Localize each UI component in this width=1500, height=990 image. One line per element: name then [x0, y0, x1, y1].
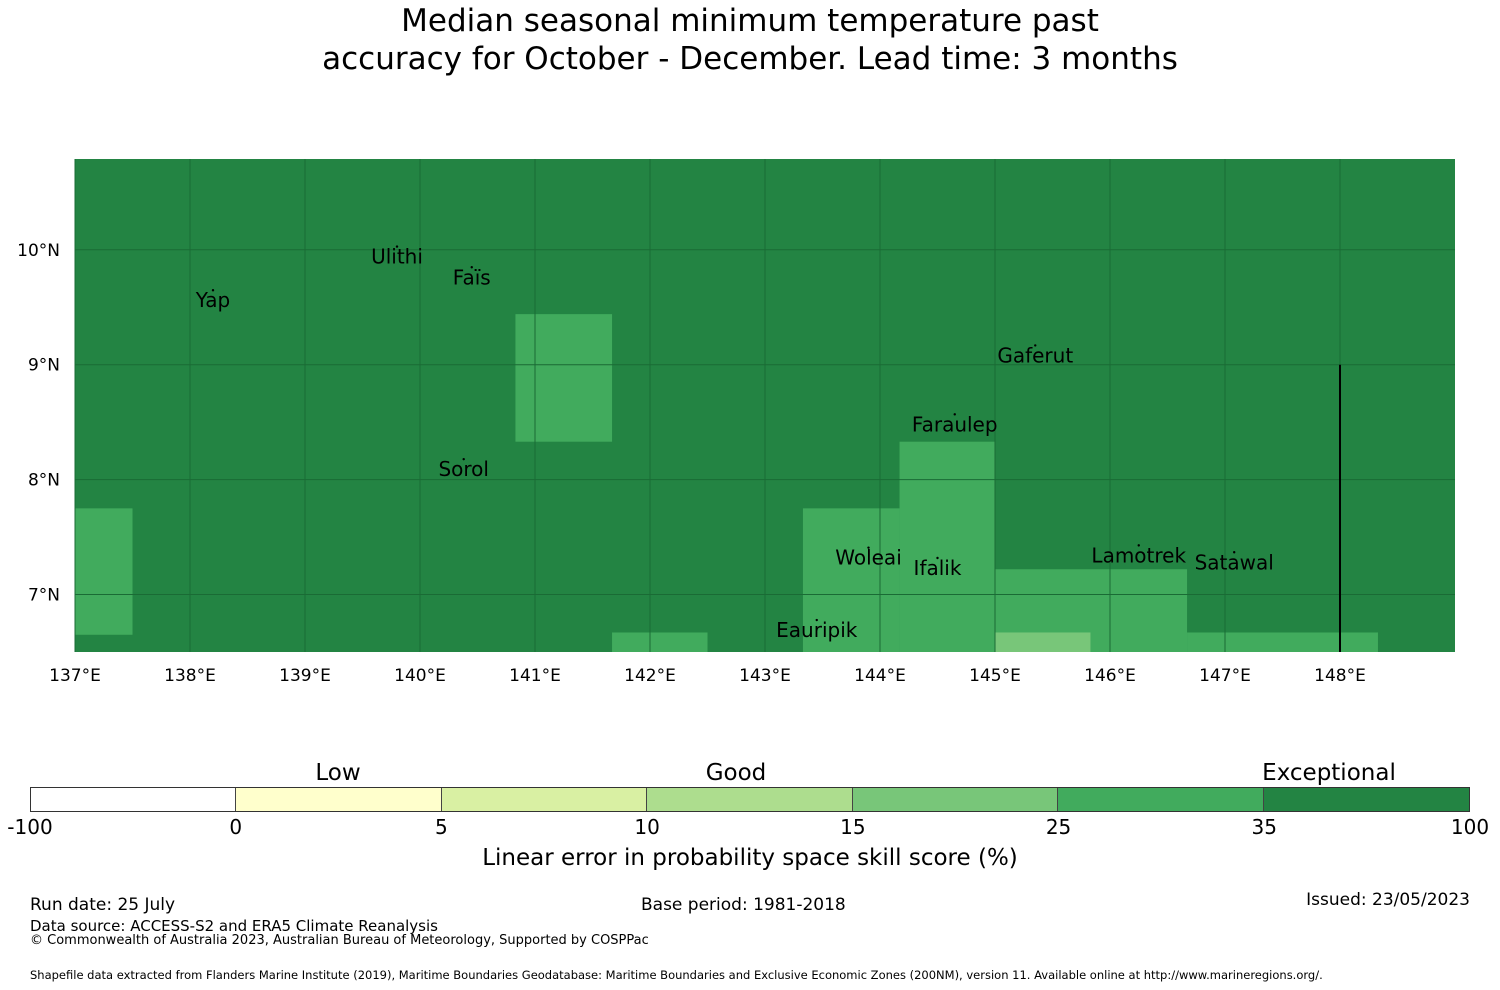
latitude-label: 10°N [17, 241, 60, 261]
island-label: Faraulep [912, 412, 998, 436]
longitude-labels: 137°E 138°E 139°E 140°E 141°E 142°E 143°E 144°E… [49, 666, 1366, 686]
longitude-label: 142°E [624, 666, 676, 686]
island-label: Sorol [438, 457, 489, 481]
legend-swatch [647, 788, 853, 811]
legend-swatch [236, 788, 442, 811]
island-dot [1233, 551, 1236, 554]
map-title-line2: accuracy for October - December. Lead ti… [322, 41, 1178, 77]
island-dot [867, 546, 870, 549]
skill-cell [612, 632, 708, 652]
skill-cell [995, 632, 1091, 652]
latitude-label: 8°N [28, 471, 60, 491]
legend-category-low: Low [315, 760, 361, 786]
skill-cell [515, 314, 613, 442]
issued-date: Issued: 23/05/2023 [1306, 890, 1470, 910]
shapefile-credit: Shapefile data extracted from Flanders M… [30, 968, 1323, 982]
island-label: Woleai [835, 546, 902, 570]
longitude-label: 148°E [1314, 666, 1366, 686]
latitude-label: 7°N [28, 586, 60, 606]
island-label: Yap [195, 288, 230, 312]
skill-cell [75, 508, 133, 635]
longitude-label: 140°E [394, 666, 446, 686]
island-label: Satawal [1195, 550, 1274, 574]
latitude-labels: 10°N 9°N 8°N 7°N [17, 241, 60, 606]
skill-map: Yap Ulithi Faïs Gaferut Faraulep Sorol Woleai I… [17, 159, 1455, 686]
island-dot [815, 618, 818, 622]
latitude-label: 9°N [28, 356, 60, 376]
island-label: Lamotrek [1091, 543, 1186, 567]
longitude-label: 143°E [739, 666, 791, 686]
legend-swatch [441, 788, 648, 811]
longitude-label: 141°E [509, 666, 561, 686]
legend-swatch [1058, 788, 1264, 811]
skill-cell [1187, 632, 1378, 652]
longitude-label: 146°E [1084, 666, 1136, 686]
legend-tick-label: 35 [1251, 815, 1278, 839]
legend-tick-label: 10 [634, 815, 660, 839]
legend-tick-label: -100 [7, 815, 53, 839]
legend-swatch [852, 788, 1059, 811]
legend-tick-label: 15 [840, 815, 866, 839]
island-dot [1034, 344, 1037, 347]
longitude-label: 137°E [49, 666, 101, 686]
legend-tick-label: 5 [435, 815, 448, 839]
map-title-line1: Median seasonal minimum temperature past [401, 3, 1099, 39]
skill-cell [802, 508, 900, 652]
longitude-label: 138°E [164, 666, 216, 686]
map-title: Median seasonal minimum temperature past… [0, 2, 1500, 78]
island-markers: Yap Ulithi Faïs Gaferut Faraulep Sorol Woleai I… [195, 245, 1274, 642]
legend-colorbar [30, 787, 1470, 812]
island-dot [953, 413, 956, 416]
copyright: © Commonwealth of Australia 2023, Austra… [30, 933, 649, 948]
longitude-label: 145°E [969, 666, 1021, 686]
island-label: Faïs [453, 265, 491, 289]
island-label: Gaferut [997, 343, 1073, 367]
island-dot [1137, 544, 1140, 547]
legend-swatch [31, 788, 237, 811]
longitude-label: 147°E [1199, 666, 1251, 686]
legend-tick-label: 25 [1045, 815, 1072, 839]
island-label: Ifalik [914, 556, 962, 580]
legend-label: Linear error in probability space skill … [482, 845, 1018, 871]
island-label: Ulithi [371, 245, 423, 269]
skill-cell [899, 441, 995, 652]
legend-category-exceptional: Exceptional [1262, 760, 1396, 786]
longitude-label: 144°E [854, 666, 906, 686]
base-period: Base period: 1981-2018 [641, 895, 846, 915]
longitude-label: 139°E [279, 666, 331, 686]
run-date: Run date: 25 July [30, 895, 176, 915]
legend-category-good: Good [705, 760, 767, 786]
legend-tick-label: 0 [229, 815, 243, 839]
island-dot [211, 289, 215, 292]
legend-swatch [1263, 788, 1469, 811]
island-dot [470, 266, 473, 269]
island-dot [395, 245, 399, 248]
legend-tick-label: 100 [1450, 815, 1490, 839]
data-source: Data source: ACCESS-S2 and ERA5 Climate … [30, 917, 438, 935]
skill-cells [75, 314, 1378, 652]
island-dot [936, 556, 939, 560]
island-label: Eauripik [776, 618, 858, 642]
island-dot [462, 457, 465, 461]
